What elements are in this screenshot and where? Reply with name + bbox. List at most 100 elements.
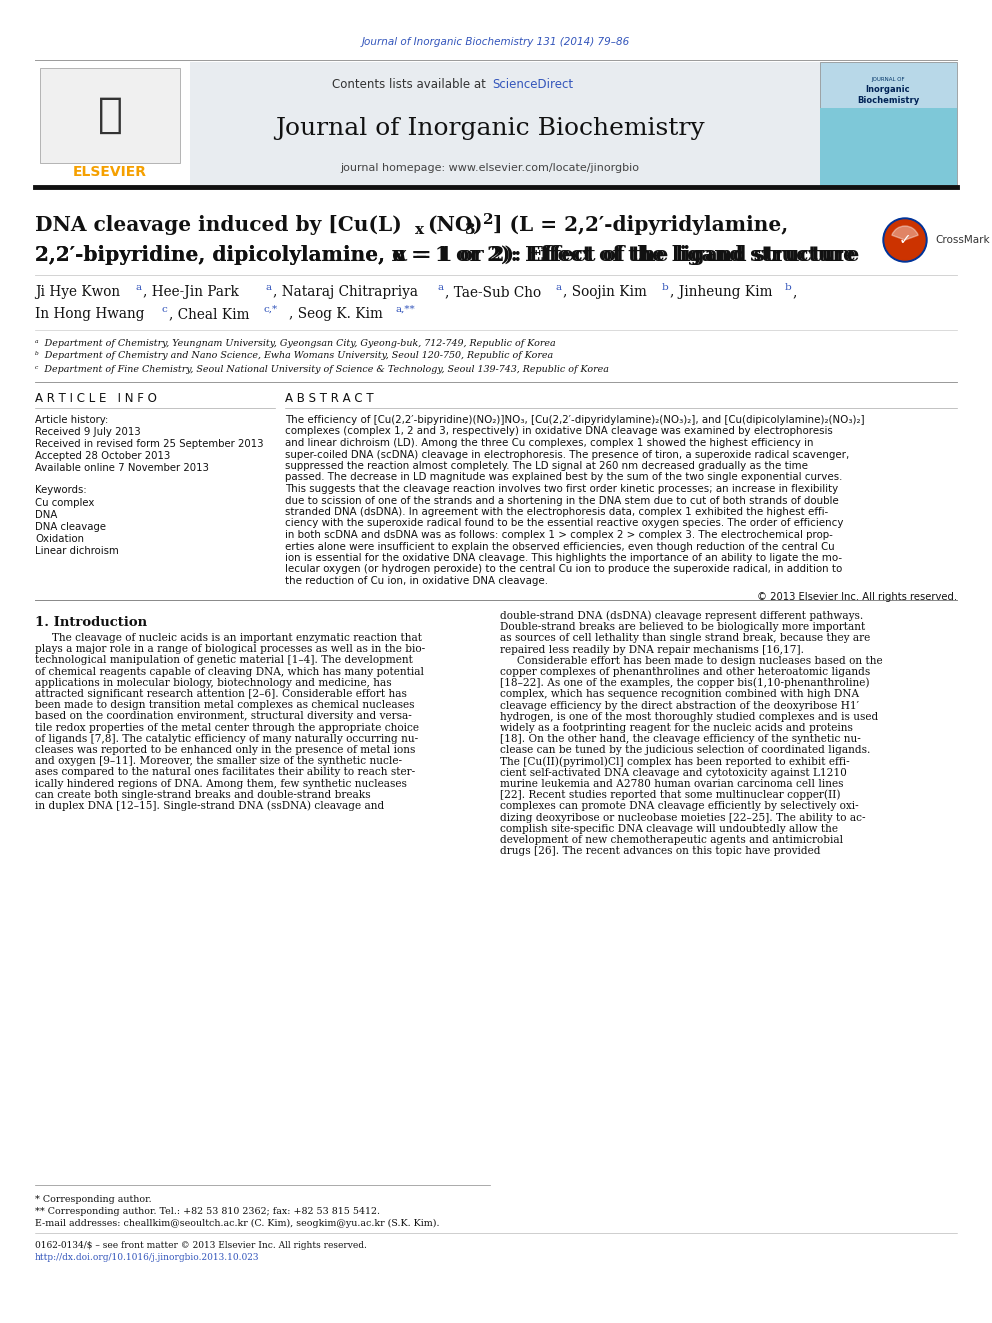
Wedge shape <box>885 220 925 261</box>
Text: 1. Introduction: 1. Introduction <box>35 615 147 628</box>
Text: Ji Hye Kwon: Ji Hye Kwon <box>35 284 125 299</box>
Text: passed. The decrease in LD magnitude was explained best by the sum of the two si: passed. The decrease in LD magnitude was… <box>285 472 842 483</box>
Text: Linear dichroism: Linear dichroism <box>35 546 119 556</box>
Text: JOURNAL OF: JOURNAL OF <box>871 78 905 82</box>
Text: ciency with the superoxide radical found to be the essential reactive oxygen spe: ciency with the superoxide radical found… <box>285 519 843 528</box>
Text: Considerable effort has been made to design nucleases based on the: Considerable effort has been made to des… <box>500 656 883 665</box>
Text: a: a <box>265 283 271 291</box>
Text: a: a <box>437 283 443 291</box>
Text: applications in molecular biology, biotechnology and medicine, has: applications in molecular biology, biote… <box>35 677 392 688</box>
Text: Contents lists available at: Contents lists available at <box>332 78 490 90</box>
Text: stranded DNA (dsDNA). In agreement with the electrophoresis data, complex 1 exhi: stranded DNA (dsDNA). In agreement with … <box>285 507 828 517</box>
Text: been made to design transition metal complexes as chemical nucleases: been made to design transition metal com… <box>35 700 415 710</box>
Text: journal homepage: www.elsevier.com/locate/jinorgbio: journal homepage: www.elsevier.com/locat… <box>340 163 640 173</box>
Text: b: b <box>662 283 669 291</box>
Text: The [Cu(II)(pyrimol)Cl] complex has been reported to exhibit effi-: The [Cu(II)(pyrimol)Cl] complex has been… <box>500 757 849 767</box>
Text: The efficiency of [Cu(2,2′-bipyridine)(NO₂)]NO₃, [Cu(2,2′-dipyridylamine)₂(NO₃)₂: The efficiency of [Cu(2,2′-bipyridine)(N… <box>285 415 865 425</box>
Text: A R T I C L E   I N F O: A R T I C L E I N F O <box>35 392 157 405</box>
Text: erties alone were insufficient to explain the observed efficiencies, even though: erties alone were insufficient to explai… <box>285 541 834 552</box>
Circle shape <box>883 218 927 262</box>
Text: drugs [26]. The recent advances on this topic have provided: drugs [26]. The recent advances on this … <box>500 847 820 856</box>
Text: [18]. On the other hand, the cleavage efficiency of the synthetic nu-: [18]. On the other hand, the cleavage ef… <box>500 734 861 745</box>
Text: cleases was reported to be enhanced only in the presence of metal ions: cleases was reported to be enhanced only… <box>35 745 416 755</box>
Text: development of new chemotherapeutic agents and antimicrobial: development of new chemotherapeutic agen… <box>500 835 843 845</box>
Text: (NO: (NO <box>427 216 472 235</box>
Text: can create both single-strand breaks and double-strand breaks: can create both single-strand breaks and… <box>35 790 371 800</box>
Text: Journal of Inorganic Biochemistry: Journal of Inorganic Biochemistry <box>275 116 704 139</box>
Text: Oxidation: Oxidation <box>35 534 84 544</box>
Text: and oxygen [9–11]. Moreover, the smaller size of the synthetic nucle-: and oxygen [9–11]. Moreover, the smaller… <box>35 757 402 766</box>
Text: based on the coordination environment, structural diversity and versa-: based on the coordination environment, s… <box>35 712 412 721</box>
Text: http://dx.doi.org/10.1016/j.jinorgbio.2013.10.023: http://dx.doi.org/10.1016/j.jinorgbio.20… <box>35 1253 260 1262</box>
Bar <box>40 67 180 163</box>
Text: plays a major role in a range of biological processes as well as in the bio-: plays a major role in a range of biologi… <box>35 644 426 654</box>
Text: hydrogen, is one of the most thoroughly studied complexes and is used: hydrogen, is one of the most thoroughly … <box>500 712 878 722</box>
Text: Journal of Inorganic Biochemistry 131 (2014) 79–86: Journal of Inorganic Biochemistry 131 (2… <box>362 37 630 48</box>
Text: 0162-0134/$ – see front matter © 2013 Elsevier Inc. All rights reserved.: 0162-0134/$ – see front matter © 2013 El… <box>35 1241 367 1249</box>
Text: ELSEVIER: ELSEVIER <box>73 165 147 179</box>
Text: widely as a footprinting reagent for the nucleic acids and proteins: widely as a footprinting reagent for the… <box>500 722 853 733</box>
Text: suppressed the reaction almost completely. The LD signal at 260 nm decreased gra: suppressed the reaction almost completel… <box>285 460 808 471</box>
Text: ✓: ✓ <box>899 233 912 247</box>
Text: a: a <box>135 283 141 291</box>
Text: a,**: a,** <box>395 304 415 314</box>
Text: A B S T R A C T: A B S T R A C T <box>285 392 374 405</box>
Text: , Jinheung Kim: , Jinheung Kim <box>670 284 777 299</box>
Text: , Hee-Jin Park: , Hee-Jin Park <box>143 284 243 299</box>
Text: due to scission of one of the strands and a shortening in the DNA stem due to cu: due to scission of one of the strands an… <box>285 496 839 505</box>
Text: ): ) <box>473 216 482 235</box>
Text: complish site-specific DNA cleavage will undoubtedly allow the: complish site-specific DNA cleavage will… <box>500 824 838 833</box>
Text: ically hindered regions of DNA. Among them, few synthetic nucleases: ically hindered regions of DNA. Among th… <box>35 779 407 789</box>
Text: 2: 2 <box>483 213 493 228</box>
Text: ,: , <box>792 284 797 299</box>
Text: double-strand DNA (dsDNA) cleavage represent different pathways.: double-strand DNA (dsDNA) cleavage repre… <box>500 611 863 622</box>
Text: , Soojin Kim: , Soojin Kim <box>563 284 652 299</box>
Text: c,*: c,* <box>263 304 277 314</box>
Text: complexes can promote DNA cleavage efficiently by selectively oxi-: complexes can promote DNA cleavage effic… <box>500 802 859 811</box>
Text: The cleavage of nucleic acids is an important enzymatic reaction that: The cleavage of nucleic acids is an impo… <box>35 632 422 643</box>
Text: as sources of cell lethality than single strand break, because they are: as sources of cell lethality than single… <box>500 634 870 643</box>
Text: attracted significant research attention [2–6]. Considerable effort has: attracted significant research attention… <box>35 689 407 699</box>
Text: DNA cleavage induced by [Cu(L): DNA cleavage induced by [Cu(L) <box>35 216 402 235</box>
Text: super-coiled DNA (scDNA) cleavage in electrophoresis. The presence of tiron, a s: super-coiled DNA (scDNA) cleavage in ele… <box>285 450 849 459</box>
Text: Inorganic
Biochemistry: Inorganic Biochemistry <box>857 85 920 105</box>
Text: ] (L = 2,2′-dipyridylamine,: ] (L = 2,2′-dipyridylamine, <box>493 216 789 235</box>
Text: CrossMark: CrossMark <box>935 235 990 245</box>
Text: 2,2′-bipyridine, dipicolylamine, x = 1 or 2): Effect of the ligand structure: 2,2′-bipyridine, dipicolylamine, x = 1 o… <box>35 245 856 265</box>
Text: cient self-activated DNA cleavage and cytotoxicity against L1210: cient self-activated DNA cleavage and cy… <box>500 767 847 778</box>
Text: c: c <box>161 304 167 314</box>
Text: x: x <box>415 224 425 237</box>
Text: ᵃ  Department of Chemistry, Yeungnam University, Gyeongsan City, Gyeong-buk, 712: ᵃ Department of Chemistry, Yeungnam Univ… <box>35 339 556 348</box>
Text: ases compared to the natural ones facilitates their ability to reach ster-: ases compared to the natural ones facili… <box>35 767 415 778</box>
Text: Accepted 28 October 2013: Accepted 28 October 2013 <box>35 451 171 460</box>
Text: [18–22]. As one of the examples, the copper bis(1,10-phenanthroline): [18–22]. As one of the examples, the cop… <box>500 677 870 688</box>
Text: DNA: DNA <box>35 509 58 520</box>
Bar <box>820 62 957 185</box>
Text: of chemical reagents capable of cleaving DNA, which has many potential: of chemical reagents capable of cleaving… <box>35 667 424 676</box>
Text: of ligands [7,8]. The catalytic efficiency of many naturally occurring nu-: of ligands [7,8]. The catalytic efficien… <box>35 734 418 744</box>
Text: b: b <box>785 283 792 291</box>
Text: 2,2′-bipyridine, dipicolylamine, α = 1 or 2): Effect of the ligand structure: 2,2′-bipyridine, dipicolylamine, α = 1 o… <box>35 245 859 265</box>
Text: a: a <box>555 283 561 291</box>
Text: technological manipulation of genetic material [1–4]. The development: technological manipulation of genetic ma… <box>35 655 413 665</box>
Text: , Seog K. Kim: , Seog K. Kim <box>289 307 387 321</box>
Text: Keywords:: Keywords: <box>35 486 86 495</box>
Text: Received in revised form 25 September 2013: Received in revised form 25 September 20… <box>35 439 264 448</box>
Text: [22]. Recent studies reported that some multinuclear copper(II): [22]. Recent studies reported that some … <box>500 790 840 800</box>
Text: copper complexes of phenanthrolines and other heteroatomic ligands: copper complexes of phenanthrolines and … <box>500 667 870 677</box>
Text: ᶜ  Department of Fine Chemistry, Seoul National University of Science & Technolo: ᶜ Department of Fine Chemistry, Seoul Na… <box>35 365 609 373</box>
Text: E-mail addresses: cheallkim@seoultch.ac.kr (C. Kim), seogkim@yu.ac.kr (S.K. Kim): E-mail addresses: cheallkim@seoultch.ac.… <box>35 1218 439 1228</box>
Text: This suggests that the cleavage reaction involves two first order kinetic proces: This suggests that the cleavage reaction… <box>285 484 838 493</box>
Bar <box>35 62 190 185</box>
Text: in duplex DNA [12–15]. Single-strand DNA (ssDNA) cleavage and: in duplex DNA [12–15]. Single-strand DNA… <box>35 800 384 811</box>
Text: clease can be tuned by the judicious selection of coordinated ligands.: clease can be tuned by the judicious sel… <box>500 745 870 755</box>
Text: complex, which has sequence recognition combined with high DNA: complex, which has sequence recognition … <box>500 689 859 700</box>
Text: ᵇ  Department of Chemistry and Nano Science, Ewha Womans University, Seoul 120-7: ᵇ Department of Chemistry and Nano Scien… <box>35 352 554 360</box>
Text: dizing deoxyribose or nucleobase moieties [22–25]. The ability to ac-: dizing deoxyribose or nucleobase moietie… <box>500 812 865 823</box>
Text: In Hong Hwang: In Hong Hwang <box>35 307 149 321</box>
Text: * Corresponding author.: * Corresponding author. <box>35 1195 152 1204</box>
Text: , Nataraj Chitrapriya: , Nataraj Chitrapriya <box>273 284 423 299</box>
Text: ** Corresponding author. Tel.: +82 53 810 2362; fax: +82 53 815 5412.: ** Corresponding author. Tel.: +82 53 81… <box>35 1207 380 1216</box>
Text: 🌲: 🌲 <box>97 94 122 136</box>
Text: Received 9 July 2013: Received 9 July 2013 <box>35 427 141 437</box>
